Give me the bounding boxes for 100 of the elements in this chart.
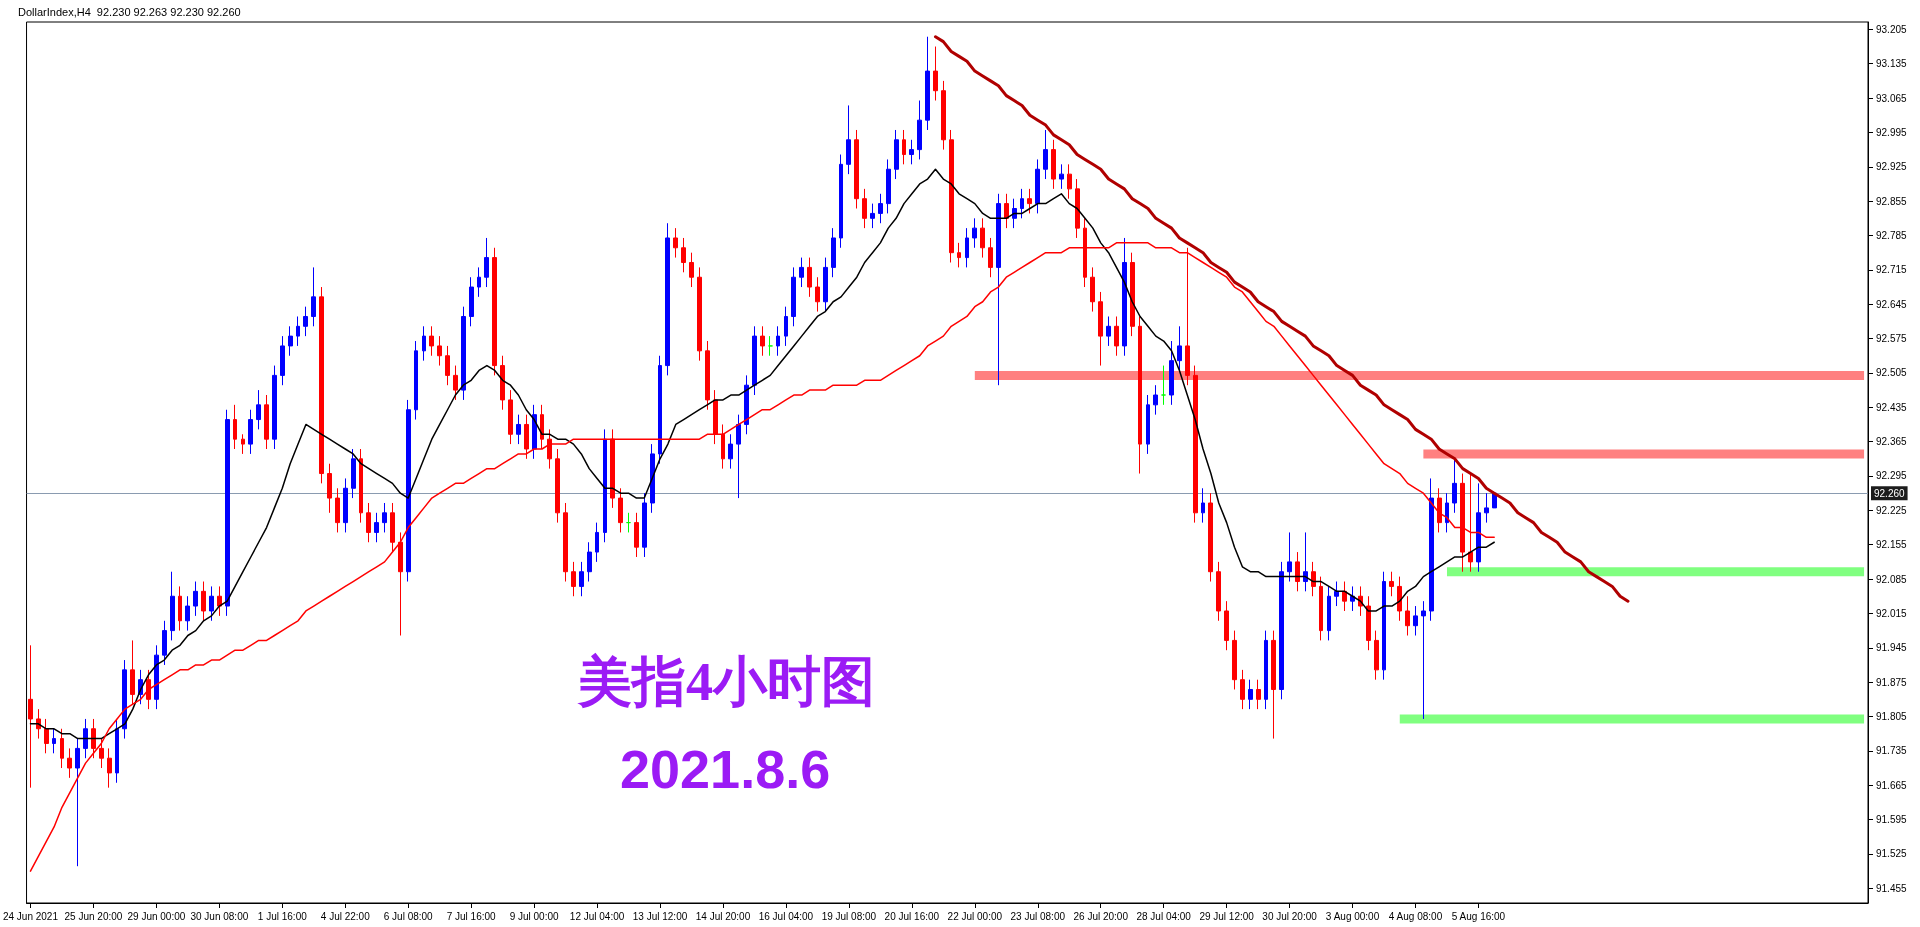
candlestick bbox=[296, 315, 300, 347]
x-tick-label: 29 Jul 12:00 bbox=[1199, 910, 1255, 922]
candlestick bbox=[626, 512, 631, 533]
candlestick bbox=[335, 487, 340, 533]
candlestick bbox=[1248, 679, 1253, 710]
candlestick bbox=[1004, 193, 1009, 229]
y-tick-label: 92.995 bbox=[1876, 126, 1908, 138]
candlestick bbox=[744, 374, 749, 435]
candlestick bbox=[429, 325, 434, 357]
candlestick bbox=[319, 286, 324, 484]
candlestick bbox=[1460, 473, 1465, 573]
x-tick-label: 1 Jul 16:00 bbox=[257, 910, 308, 922]
candlestick bbox=[60, 728, 64, 769]
candlestick bbox=[1043, 129, 1048, 180]
candlestick bbox=[233, 404, 237, 450]
candlestick bbox=[437, 335, 442, 367]
candlestick bbox=[398, 531, 403, 637]
candlestick bbox=[209, 585, 214, 622]
text: DollarIndex,H4 92.230 92.263 92.230 92.260 bbox=[18, 5, 241, 18]
candlestick bbox=[603, 428, 607, 543]
x-tick-label: 7 Jul 16:00 bbox=[446, 910, 497, 922]
candlestick bbox=[1106, 315, 1111, 347]
candlestick bbox=[264, 394, 269, 450]
candlestick bbox=[374, 512, 379, 543]
candlestick bbox=[130, 639, 135, 705]
candlestick bbox=[697, 266, 702, 362]
y-tick-label: 91.805 bbox=[1876, 710, 1908, 722]
x-tick-label: 22 Jul 00:00 bbox=[947, 910, 1003, 922]
candlestick bbox=[492, 247, 497, 376]
candlestick bbox=[1138, 315, 1142, 475]
candlestick bbox=[28, 644, 33, 789]
text: 2021.8.6 bbox=[620, 739, 831, 799]
candlestick bbox=[75, 738, 80, 867]
candlestick bbox=[382, 502, 387, 533]
candlestick bbox=[484, 237, 489, 288]
candlestick bbox=[1051, 139, 1056, 190]
candlestick bbox=[823, 257, 828, 313]
y-tick-label: 92.785 bbox=[1876, 230, 1908, 241]
candlestick bbox=[839, 154, 843, 249]
candlestick bbox=[1264, 630, 1268, 710]
candlestick bbox=[571, 561, 576, 597]
candlestick bbox=[870, 203, 875, 229]
candlestick bbox=[618, 487, 623, 533]
y-tick-label: 91.595 bbox=[1876, 814, 1908, 826]
x-tick-label: 24 Jun 2021 bbox=[2, 910, 59, 922]
candlestick bbox=[705, 340, 710, 411]
candlestick bbox=[67, 747, 72, 779]
candlestick bbox=[343, 477, 348, 533]
candlestick bbox=[1232, 630, 1237, 690]
candlestick bbox=[909, 139, 914, 165]
candlestick bbox=[1319, 576, 1323, 641]
candlestick bbox=[665, 222, 670, 376]
candlestick bbox=[1287, 531, 1292, 583]
candlestick bbox=[99, 738, 104, 769]
candlestick bbox=[752, 325, 757, 396]
x-tick-label: 4 Aug 08:00 bbox=[1388, 910, 1443, 922]
candlestick bbox=[736, 414, 741, 499]
candlestick bbox=[366, 502, 371, 543]
candlestick bbox=[996, 193, 1001, 386]
candlestick bbox=[1035, 158, 1040, 214]
candlestick bbox=[1193, 365, 1198, 524]
x-tick-label: 26 Jul 20:00 bbox=[1073, 910, 1129, 922]
y-tick-label: 92.085 bbox=[1876, 573, 1908, 585]
y-tick-label: 93.205 bbox=[1876, 23, 1908, 35]
candlestick bbox=[1327, 585, 1331, 641]
candlestick bbox=[516, 414, 521, 445]
x-tick-label: 12 Jul 04:00 bbox=[569, 910, 625, 922]
y-tick-label: 91.735 bbox=[1876, 745, 1908, 757]
candlestick bbox=[248, 409, 253, 455]
y-tick-label: 91.875 bbox=[1876, 676, 1908, 688]
candlestick bbox=[327, 463, 332, 514]
candlestick bbox=[1397, 576, 1402, 622]
candlestick bbox=[807, 257, 812, 298]
candlestick bbox=[886, 158, 891, 214]
candlestick bbox=[776, 325, 780, 357]
candlestick bbox=[784, 306, 788, 347]
candlestick bbox=[1256, 679, 1261, 710]
candlestick bbox=[1098, 291, 1103, 367]
candlestick bbox=[1201, 487, 1205, 524]
candlestick bbox=[1216, 561, 1221, 622]
candlestick bbox=[445, 345, 450, 386]
candlestick bbox=[1067, 163, 1072, 200]
candlestick bbox=[146, 669, 151, 710]
candlestick bbox=[359, 448, 363, 524]
candlestick bbox=[1012, 198, 1017, 229]
candlestick bbox=[878, 193, 883, 224]
candlestick bbox=[91, 718, 96, 759]
candlestick bbox=[721, 423, 725, 470]
y-tick-label: 92.365 bbox=[1876, 436, 1908, 448]
line-series bbox=[29, 168, 1495, 740]
candlestick bbox=[1279, 561, 1284, 700]
y-tick-label: 91.665 bbox=[1876, 779, 1908, 791]
candlestick bbox=[1445, 492, 1449, 533]
candlestick bbox=[453, 365, 458, 401]
candlestick bbox=[422, 325, 426, 362]
candlestick bbox=[925, 36, 930, 131]
y-tick-label: 92.575 bbox=[1876, 333, 1908, 345]
candlestick bbox=[1075, 178, 1080, 239]
candlestick bbox=[728, 433, 733, 470]
candlestick bbox=[170, 571, 175, 641]
